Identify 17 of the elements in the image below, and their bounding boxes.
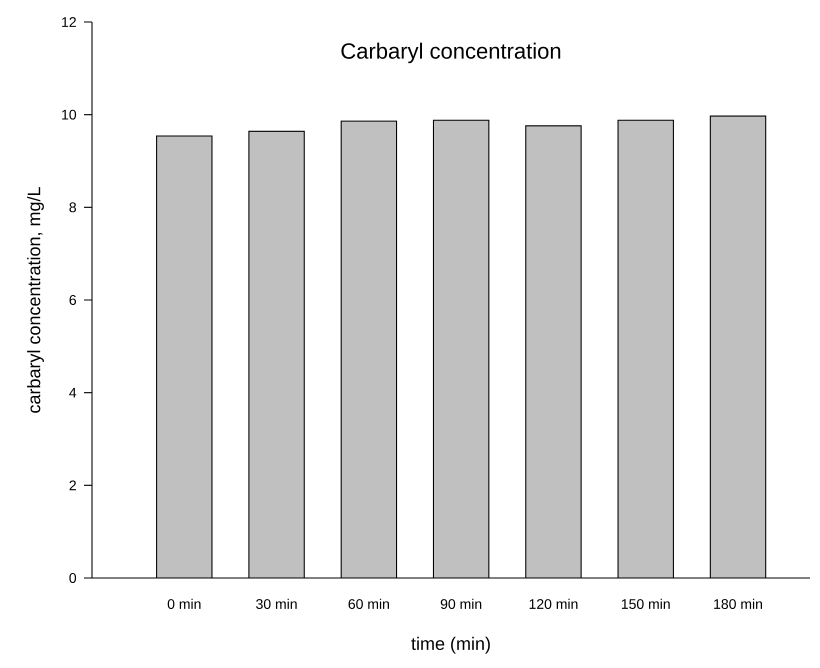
x-tick-label: 30 min [256, 598, 297, 610]
x-tick-label: 150 min [622, 598, 670, 610]
x-tick-label: 90 min [440, 598, 482, 610]
x-tick-label: 120 min [530, 598, 578, 610]
y-tick-label: 10 [62, 110, 76, 120]
x-axis-title: time (min) [411, 636, 490, 654]
x-tick-label: 60 min [348, 598, 389, 610]
y-tick-label: 6 [70, 295, 76, 305]
y-tick-label: 12 [62, 17, 76, 27]
x-tick-label: 0 min [168, 598, 200, 610]
y-tick-label: 4 [69, 388, 76, 398]
text: Carbaryl concentration [341, 42, 560, 64]
y-tick-label: 0 [69, 573, 76, 583]
y-tick-label: 8 [69, 202, 76, 212]
y-axis-title: carbaryl concentration, mg/L [27, 187, 44, 413]
x-tick-label: 180 min [714, 598, 762, 610]
y-tick-label: 2 [70, 480, 76, 490]
